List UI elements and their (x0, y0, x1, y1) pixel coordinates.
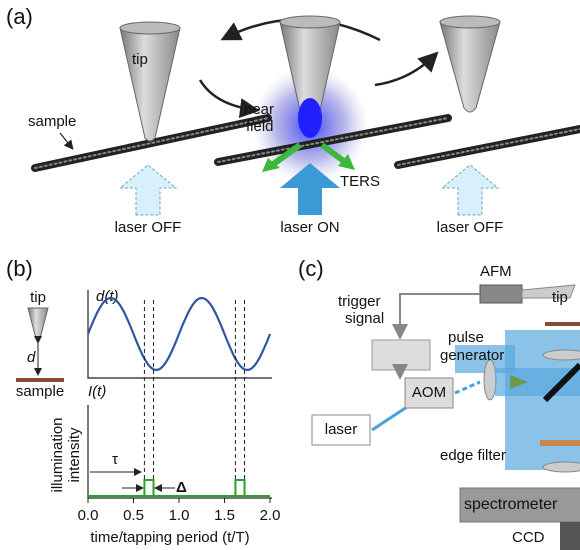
x-tick-label: 2.0 (260, 507, 281, 524)
laser-arrows (118, 163, 500, 216)
aom-label: AOM (412, 384, 446, 401)
i-curve-label: I(t) (88, 383, 106, 400)
y-label: illumination (49, 417, 66, 492)
panel-label: (c) (298, 256, 324, 281)
laser-box (311, 414, 371, 446)
x-tick-label: 0.5 (123, 507, 144, 524)
d-curve-label: d(t) (96, 288, 119, 305)
ters-label: TERS (340, 173, 380, 190)
pulse-generator-box (371, 339, 431, 371)
spectrometer-box (459, 487, 580, 523)
x-tick-label: 1.5 (214, 507, 235, 524)
rods (31, 114, 580, 172)
tau-label: τ (112, 451, 118, 468)
tip-label: tip (30, 289, 46, 306)
spectrometer-label: spectrometer (464, 496, 558, 513)
pulse-gen-label: pulse (448, 329, 484, 346)
pulse (234, 479, 246, 497)
tip-glow (298, 98, 322, 138)
beam-line (371, 403, 411, 432)
x-label: time/tapping period (t/T) (90, 529, 249, 546)
tip-label: tip (132, 51, 148, 68)
tip-label: tip (552, 289, 568, 306)
laser-label: laser ON (280, 219, 339, 236)
laser-label: laser OFF (437, 219, 504, 236)
d-curve (86, 297, 272, 371)
green-arrow (510, 375, 528, 389)
sample-bar (16, 378, 64, 382)
laser-label: laser (325, 421, 358, 438)
beam (495, 368, 580, 396)
y-label: intensity (66, 427, 83, 483)
aom-box (404, 377, 454, 409)
laser-label: laser OFF (115, 219, 182, 236)
lens (542, 349, 580, 361)
ccd-box (560, 522, 580, 550)
tips (119, 15, 501, 142)
x-tick-label: 1.0 (169, 507, 190, 524)
pointer (59, 132, 74, 150)
afm-box (479, 284, 523, 304)
pulse (143, 479, 155, 497)
ters-arrows (262, 142, 355, 172)
trigger-label: trigger (338, 293, 381, 310)
near-field-label: near (244, 101, 274, 118)
d-label: d (27, 349, 36, 366)
ccd-label: CCD (512, 529, 545, 546)
tip-icon (27, 307, 49, 338)
lens (542, 461, 580, 473)
lens (483, 359, 497, 401)
panel-label: (a) (6, 4, 33, 29)
mirror (542, 362, 580, 403)
edge-filter (540, 440, 580, 446)
trigger-label: signal (345, 310, 384, 327)
edge-filter-label: edge filter (440, 447, 506, 464)
plot-b: 0.0 0.5 1.0 1.5 2.0 (78, 300, 281, 524)
sample (545, 322, 580, 326)
near-field-label: field (246, 118, 274, 135)
panel-label: (b) (6, 256, 33, 281)
sample-label: sample (16, 383, 64, 400)
sample-label: sample (28, 113, 76, 130)
beam-line (454, 380, 481, 395)
delta-label: Δ (176, 479, 187, 496)
afm-label: AFM (480, 263, 512, 280)
cantilever (521, 284, 576, 299)
signal-line (392, 293, 480, 340)
pulse-gen-label: generator (440, 347, 504, 364)
x-tick-label: 0.0 (78, 507, 99, 524)
